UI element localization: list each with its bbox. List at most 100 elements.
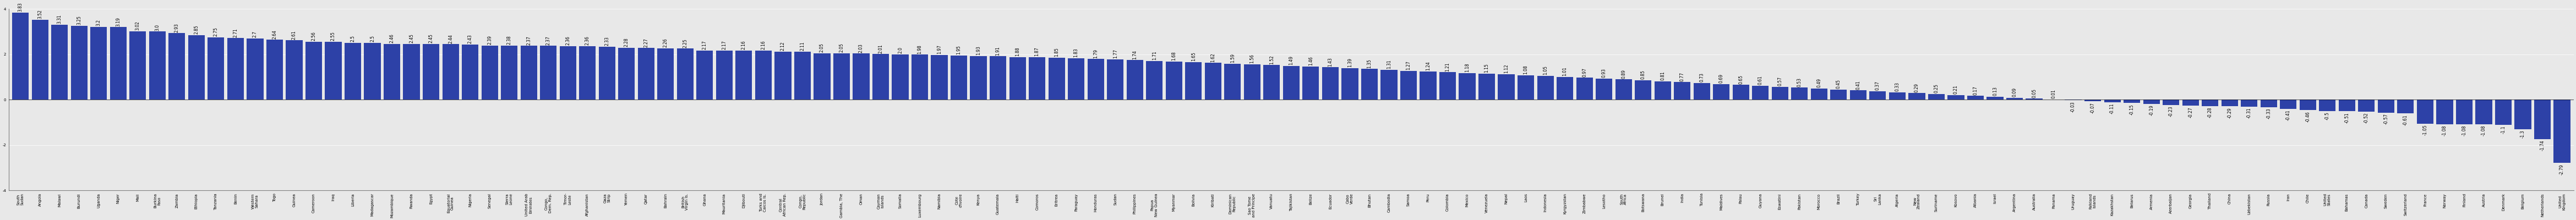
Bar [2143,100,2159,104]
Bar [2182,100,2200,106]
Bar [2164,100,2179,105]
Text: 2.71: 2.71 [232,28,237,37]
Text: 3.02: 3.02 [137,21,139,30]
Bar [227,38,245,100]
Bar [598,47,616,100]
Bar [1048,58,1064,100]
Bar [2280,100,2298,109]
Text: 1.74: 1.74 [1133,50,1139,59]
Text: 0.09: 0.09 [2012,87,2017,97]
Bar [1381,70,1396,100]
Bar [1909,93,1924,100]
Bar [657,48,675,100]
Bar [1185,62,1203,100]
Text: -0.07: -0.07 [2089,102,2094,113]
Text: 2.16: 2.16 [760,40,765,50]
Text: -0.23: -0.23 [2169,106,2174,117]
Text: 1.88: 1.88 [1015,47,1020,56]
Text: 1.56: 1.56 [1249,54,1255,63]
Text: 0.13: 0.13 [1994,86,1996,96]
Text: -1.1: -1.1 [2501,126,2506,134]
Text: 2.16: 2.16 [742,40,747,50]
Text: 3.25: 3.25 [77,16,82,25]
Bar [951,55,966,100]
Bar [129,31,147,100]
Text: 1.85: 1.85 [1054,48,1059,57]
Text: 0.29: 0.29 [1914,83,1919,92]
Text: 2.17: 2.17 [721,40,726,50]
Text: 2.36: 2.36 [564,36,569,45]
Text: -0.19: -0.19 [2148,105,2154,116]
Text: 1.35: 1.35 [1368,59,1373,68]
Bar [1224,64,1242,100]
Text: 1.18: 1.18 [1466,63,1471,72]
Bar [1636,80,1651,100]
Bar [363,43,381,100]
Bar [737,51,752,100]
Bar [618,48,634,100]
Text: 2.75: 2.75 [214,27,219,36]
Bar [1244,64,1260,100]
Text: 1.97: 1.97 [938,45,943,54]
Bar [1401,71,1417,100]
Text: 1.24: 1.24 [1425,61,1430,71]
Bar [2007,98,2022,100]
Text: -0.28: -0.28 [2208,107,2213,118]
Text: 2.43: 2.43 [469,34,471,44]
Bar [1927,94,1945,100]
Text: -0.31: -0.31 [2246,108,2251,118]
Bar [696,50,714,100]
Text: 1.65: 1.65 [1190,52,1195,61]
Text: 3.19: 3.19 [116,17,121,26]
Bar [2221,100,2239,106]
Bar [90,27,108,100]
Bar [1752,86,1770,100]
Bar [1419,72,1437,100]
Bar [971,56,987,100]
Bar [167,33,185,100]
Text: -0.03: -0.03 [2071,101,2076,112]
Bar [247,38,263,100]
Bar [2318,100,2336,111]
Text: 0.25: 0.25 [1935,84,1940,93]
Text: 1.12: 1.12 [1504,64,1510,73]
Text: 0.89: 0.89 [1620,69,1625,79]
Bar [1674,82,1690,100]
Text: 2.45: 2.45 [428,34,433,43]
Text: 0.97: 0.97 [1582,67,1587,77]
Text: 2.11: 2.11 [801,42,804,51]
Bar [2241,100,2257,107]
Bar [31,20,49,100]
Text: 2.01: 2.01 [878,44,884,53]
Bar [500,46,518,100]
Bar [873,54,889,100]
Bar [2398,100,2414,114]
Text: 3.83: 3.83 [18,2,23,12]
Text: -0.5: -0.5 [2326,112,2329,120]
Bar [1832,90,1847,100]
Text: -0.41: -0.41 [2285,110,2290,121]
Bar [2378,100,2393,113]
Text: 2.56: 2.56 [312,31,317,41]
Text: 1.27: 1.27 [1406,61,1412,70]
Text: 2.7: 2.7 [252,31,258,37]
Text: 2.85: 2.85 [193,25,198,34]
Text: -1.05: -1.05 [2421,125,2427,135]
Bar [639,48,654,100]
Bar [384,44,399,100]
Text: 1.95: 1.95 [956,45,961,55]
Bar [853,54,871,100]
Bar [1283,66,1298,100]
Text: 2.5: 2.5 [371,35,376,42]
Text: 0.33: 0.33 [1896,82,1899,91]
Bar [912,55,927,100]
Bar [1440,72,1455,100]
Bar [209,37,224,100]
Bar [111,27,126,100]
Text: 0.01: 0.01 [2050,89,2056,99]
Text: -2.79: -2.79 [2561,164,2566,175]
Bar [345,43,361,100]
Text: 1.83: 1.83 [1074,48,1079,57]
Text: 1.05: 1.05 [1543,66,1548,75]
Text: 1.91: 1.91 [994,46,999,55]
